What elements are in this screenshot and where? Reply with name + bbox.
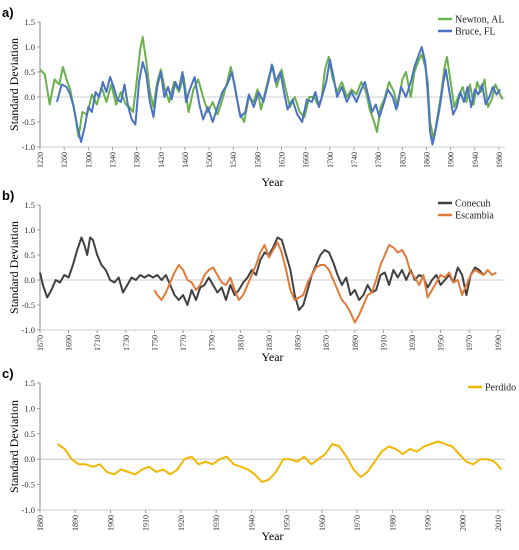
x-tick-label: 1970 bbox=[353, 515, 362, 531]
y-tick-label: 0.5 bbox=[24, 250, 35, 260]
y-tick-label: 0.0 bbox=[24, 92, 35, 102]
panel-label: a) bbox=[2, 5, 14, 20]
y-tick-label: 0.0 bbox=[24, 275, 35, 285]
y-tick-label: 1.0 bbox=[24, 225, 35, 235]
x-tick-label: 1540 bbox=[229, 152, 238, 168]
x-tick-label: 1620 bbox=[278, 152, 287, 168]
x-tick-label: 1500 bbox=[205, 152, 214, 168]
x-tick-label: 1930 bbox=[408, 335, 417, 351]
y-tick-label: -1.0 bbox=[22, 505, 35, 515]
y-tick-label: -1.0 bbox=[22, 325, 35, 335]
y-tick-label: 0.5 bbox=[24, 67, 35, 77]
panel-label: c) bbox=[2, 366, 14, 381]
x-tick-label: 2000 bbox=[459, 515, 468, 531]
y-tick-label: 0.5 bbox=[24, 429, 35, 439]
x-tick-label: 1300 bbox=[84, 152, 93, 168]
x-tick-label: 1820 bbox=[398, 152, 407, 168]
x-tick-label: 1780 bbox=[374, 152, 383, 168]
x-tick-label: 1810 bbox=[236, 335, 245, 351]
x-tick-label: 1900 bbox=[106, 515, 115, 531]
x-tick-label: 1990 bbox=[494, 335, 503, 351]
x-axis-title: Year bbox=[261, 529, 283, 543]
legend-label: Perdido bbox=[485, 383, 516, 394]
x-tick-label: 1960 bbox=[318, 515, 327, 531]
x-tick-label: 1950 bbox=[437, 335, 446, 351]
x-tick-label: 1920 bbox=[177, 515, 186, 531]
x-tick-label: 1700 bbox=[326, 152, 335, 168]
y-tick-label: 1.5 bbox=[24, 200, 35, 210]
x-tick-label: 1750 bbox=[150, 335, 159, 351]
y-tick-label: 0.0 bbox=[24, 454, 35, 464]
x-tick-label: 1980 bbox=[388, 515, 397, 531]
y-tick-label: -1.0 bbox=[22, 142, 35, 152]
x-tick-label: 1850 bbox=[294, 335, 303, 351]
panel-label: b) bbox=[2, 188, 14, 203]
legend-label: Escambia bbox=[455, 211, 494, 222]
x-tick-label: 2010 bbox=[494, 515, 503, 531]
x-tick-label: 1670 bbox=[36, 335, 45, 351]
x-tick-label: 1940 bbox=[471, 152, 480, 168]
y-tick-label: 1.5 bbox=[24, 378, 35, 388]
series-line-2 bbox=[55, 46, 502, 146]
x-tick-label: 1900 bbox=[447, 152, 456, 168]
y-axis-title: Standard Deviation bbox=[7, 38, 21, 131]
x-tick-label: 1740 bbox=[350, 152, 359, 168]
y-tick-label: 1.5 bbox=[24, 17, 35, 27]
x-tick-label: 1890 bbox=[71, 515, 80, 531]
y-tick-label: -0.5 bbox=[22, 480, 35, 490]
legend-label: Newton, AL bbox=[455, 15, 504, 26]
x-tick-label: 1790 bbox=[208, 335, 217, 351]
series-line-1 bbox=[57, 440, 503, 484]
y-tick-label: -0.5 bbox=[22, 300, 35, 310]
legend-label: Conecuh bbox=[455, 199, 491, 210]
x-tick-label: 1990 bbox=[424, 515, 433, 531]
x-tick-label: 1580 bbox=[253, 152, 262, 168]
y-tick-label: -0.5 bbox=[22, 117, 35, 127]
legend-label: Bruce, FL bbox=[455, 27, 496, 38]
y-tick-label: 1.0 bbox=[24, 403, 35, 413]
x-tick-label: 1420 bbox=[157, 152, 166, 168]
x-tick-label: 1860 bbox=[422, 152, 431, 168]
y-axis-title: Standard Deviation bbox=[7, 400, 21, 493]
x-tick-label: 1690 bbox=[65, 335, 74, 351]
x-tick-label: 1940 bbox=[247, 515, 256, 531]
x-tick-label: 1260 bbox=[60, 152, 69, 168]
x-tick-label: 1660 bbox=[302, 152, 311, 168]
series-line-1 bbox=[39, 236, 489, 311]
x-tick-label: 1770 bbox=[179, 335, 188, 351]
series-line-2 bbox=[153, 241, 497, 324]
x-tick-label: 1460 bbox=[181, 152, 190, 168]
x-tick-label: 1870 bbox=[322, 335, 331, 351]
y-axis-title: Standard Deviation bbox=[7, 221, 21, 314]
x-tick-label: 1830 bbox=[265, 335, 274, 351]
x-tick-label: 1970 bbox=[465, 335, 474, 351]
x-tick-label: 1910 bbox=[142, 515, 151, 531]
x-axis-title: Year bbox=[261, 175, 283, 189]
x-tick-label: 1340 bbox=[108, 152, 117, 168]
x-tick-label: 1930 bbox=[212, 515, 221, 531]
x-tick-label: 1910 bbox=[379, 335, 388, 351]
x-tick-label: 1880 bbox=[36, 515, 45, 531]
x-tick-label: 1730 bbox=[122, 335, 131, 351]
x-tick-label: 1980 bbox=[495, 152, 504, 168]
x-axis-title: Year bbox=[261, 350, 283, 364]
x-tick-label: 1220 bbox=[36, 152, 45, 168]
x-tick-label: 1890 bbox=[351, 335, 360, 351]
x-tick-label: 1950 bbox=[283, 515, 292, 531]
y-tick-label: 1.0 bbox=[24, 42, 35, 52]
x-tick-label: 1380 bbox=[133, 152, 142, 168]
series-line-1 bbox=[39, 36, 504, 141]
x-tick-label: 1710 bbox=[93, 335, 102, 351]
